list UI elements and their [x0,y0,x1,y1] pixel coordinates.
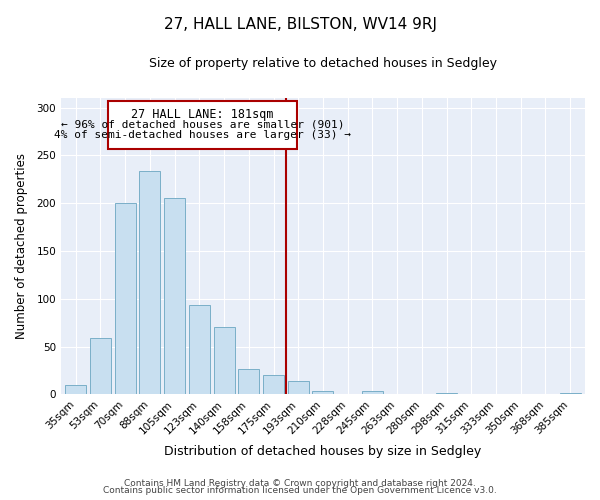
Bar [115,203,136,394]
X-axis label: Distribution of detached houses by size in Sedgley: Distribution of detached houses by size … [164,444,482,458]
Bar [214,326,235,394]
Bar [313,390,334,394]
Bar [65,385,86,394]
FancyBboxPatch shape [108,101,297,148]
Text: ← 96% of detached houses are smaller (901): ← 96% of detached houses are smaller (90… [61,119,344,129]
Bar [238,368,259,394]
Text: Contains HM Land Registry data © Crown copyright and database right 2024.: Contains HM Land Registry data © Crown c… [124,478,476,488]
Bar [288,381,309,394]
Text: Contains public sector information licensed under the Open Government Licence v3: Contains public sector information licen… [103,486,497,495]
Bar [189,304,210,394]
Y-axis label: Number of detached properties: Number of detached properties [15,154,28,340]
Bar [362,390,383,394]
Bar [90,338,111,394]
Bar [263,376,284,394]
Text: 4% of semi-detached houses are larger (33) →: 4% of semi-detached houses are larger (3… [54,130,351,140]
Bar [164,198,185,394]
Bar [139,170,160,394]
Title: Size of property relative to detached houses in Sedgley: Size of property relative to detached ho… [149,58,497,70]
Text: 27 HALL LANE: 181sqm: 27 HALL LANE: 181sqm [131,108,274,120]
Text: 27, HALL LANE, BILSTON, WV14 9RJ: 27, HALL LANE, BILSTON, WV14 9RJ [163,18,437,32]
